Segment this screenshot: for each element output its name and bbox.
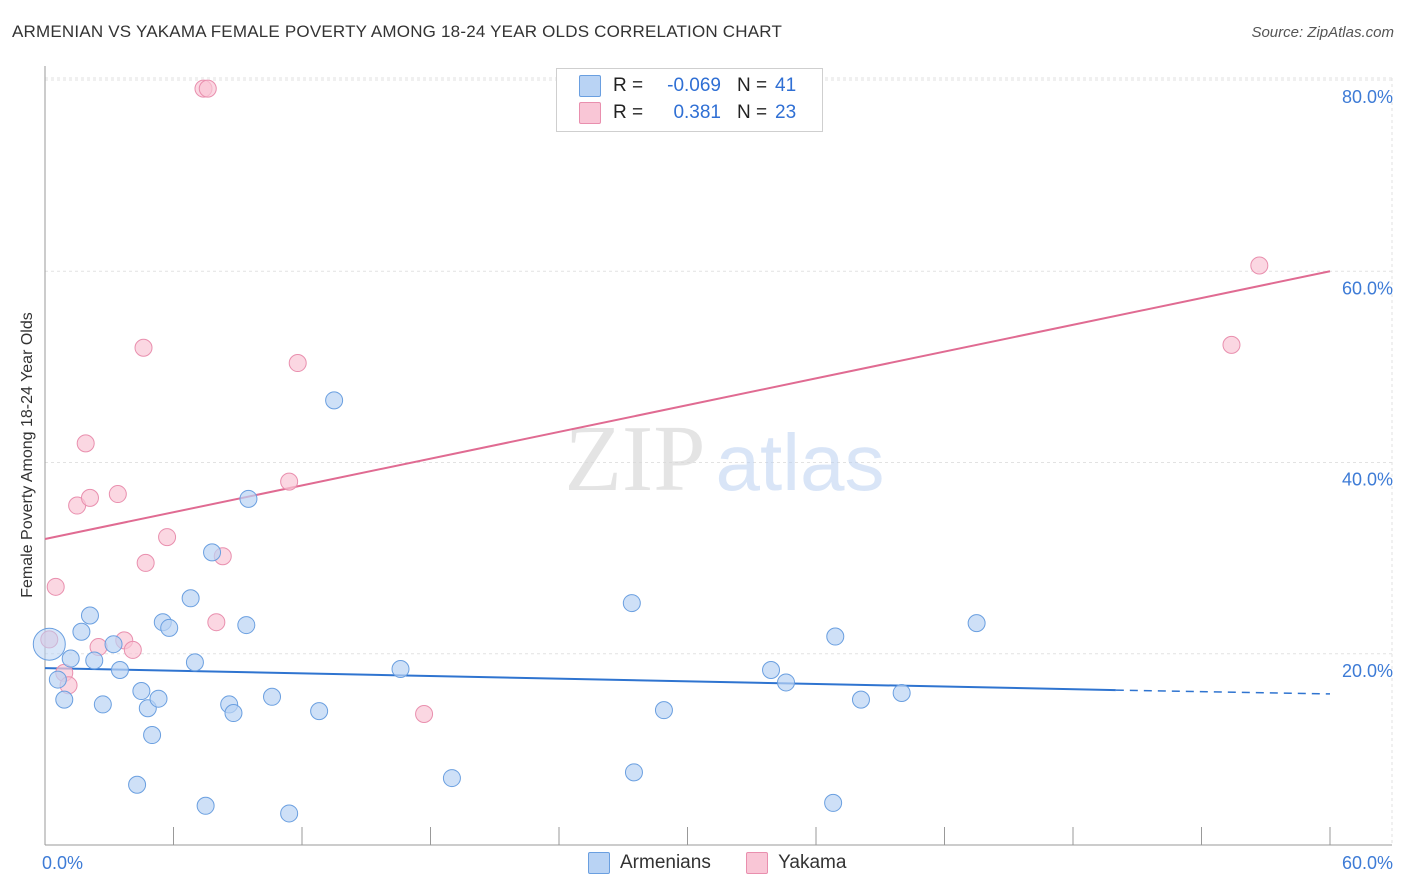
armenians-point xyxy=(826,627,845,646)
yakama-swatch xyxy=(579,102,601,124)
yakama-swatch xyxy=(746,852,769,874)
armenians-point xyxy=(55,690,74,709)
r-label: R = xyxy=(613,102,644,124)
axis-layer xyxy=(44,66,1392,846)
stats-legend: R = -0.069 N = 41 R = 0.381 N = 23 xyxy=(556,68,823,132)
armenians-point xyxy=(967,614,986,633)
armenians-point xyxy=(160,618,179,637)
armenians-point xyxy=(72,622,91,641)
armenians-point xyxy=(181,589,200,608)
armenians-point xyxy=(85,651,104,670)
legend-label: Armenians xyxy=(620,852,711,874)
armenians-point xyxy=(851,690,870,709)
yakama-point xyxy=(280,472,299,491)
yakama-point xyxy=(136,553,155,572)
yakama-point xyxy=(415,704,434,723)
watermark-atlas: atlas xyxy=(716,418,885,507)
armenians-point xyxy=(263,687,282,706)
r-value: -0.069 xyxy=(667,75,721,97)
armenians-point xyxy=(777,673,796,692)
chart-title: ARMENIAN VS YAKAMA FEMALE POVERTY AMONG … xyxy=(12,22,783,41)
yakama-point xyxy=(108,485,127,504)
armenians-point xyxy=(93,695,112,714)
armenians-point xyxy=(239,489,258,508)
data-points xyxy=(32,79,1269,823)
armenians-point xyxy=(132,682,151,701)
yakama-point xyxy=(123,640,142,659)
legend-item-yakama[interactable]: Yakama xyxy=(746,852,846,874)
yakama-point xyxy=(134,338,153,357)
r-label: R = xyxy=(613,75,644,97)
armenians-point xyxy=(280,804,299,823)
legend-row-armenians: R = -0.069 N = 41 xyxy=(579,75,796,99)
yakama-point xyxy=(80,488,99,507)
yakama-point xyxy=(288,354,307,373)
armenians-swatch xyxy=(579,75,601,97)
grid-layer xyxy=(45,77,1393,845)
armenians-point xyxy=(824,793,843,812)
armenians-point xyxy=(892,683,911,702)
armenians-point xyxy=(61,649,80,668)
yakama-point xyxy=(1222,335,1241,354)
armenians-trend-line xyxy=(44,667,1116,692)
y-tick-label: 80.0% xyxy=(1342,87,1393,107)
armenians-point xyxy=(442,769,461,788)
yakama-point xyxy=(198,79,217,98)
legend-item-armenians[interactable]: Armenians xyxy=(588,852,711,874)
yakama-point xyxy=(158,528,177,547)
armenians-point xyxy=(110,661,129,680)
trend-lines xyxy=(44,270,1331,695)
x-tick-label: 60.0% xyxy=(1342,853,1393,873)
n-label: N = xyxy=(737,75,768,97)
tick-labels: 20.0% 40.0% 60.0% 80.0% 0.0% 60.0% xyxy=(42,87,1393,873)
armenians-point xyxy=(325,391,344,410)
armenians-point xyxy=(143,726,162,745)
watermark-zip: ZIP xyxy=(565,407,706,511)
armenians-point xyxy=(196,796,215,815)
yakama-point xyxy=(207,613,226,632)
armenians-point xyxy=(203,543,222,562)
y-tick-label: 60.0% xyxy=(1342,278,1393,298)
armenians-point xyxy=(654,701,673,720)
series-legend: Armenians Yakama xyxy=(588,852,876,878)
armenians-point xyxy=(48,670,67,689)
armenians-point xyxy=(185,653,204,672)
yakama-trend-line xyxy=(44,270,1331,540)
armenians-swatch xyxy=(588,852,610,874)
n-value: 23 xyxy=(775,102,797,124)
legend-label: Yakama xyxy=(778,852,847,874)
armenians-point xyxy=(624,763,643,782)
r-value: 0.381 xyxy=(673,102,721,124)
armenians-point xyxy=(622,594,641,613)
armenians-trend-extension xyxy=(1115,689,1331,695)
y-tick-label: 40.0% xyxy=(1342,470,1393,490)
armenians-point xyxy=(149,689,168,708)
n-label: N = xyxy=(737,102,768,124)
yakama-point xyxy=(1250,256,1269,275)
y-tick-label: 20.0% xyxy=(1342,661,1393,681)
source-label: Source: ZipAtlas.com xyxy=(1251,24,1394,41)
armenians-point xyxy=(32,627,66,661)
armenians-point xyxy=(80,606,99,625)
legend-row-yakama: R = 0.381 N = 23 xyxy=(579,102,796,126)
yakama-point xyxy=(76,434,95,453)
armenians-point xyxy=(224,704,243,723)
yakama-point xyxy=(46,577,65,596)
x-tick-label: 0.0% xyxy=(42,853,83,873)
armenians-point xyxy=(391,660,410,679)
armenians-point xyxy=(128,775,147,794)
watermark: ZIP atlas xyxy=(565,407,885,511)
armenians-point xyxy=(237,616,256,635)
armenians-point xyxy=(762,661,781,680)
n-value: 41 xyxy=(775,75,797,97)
armenians-point xyxy=(104,635,123,654)
armenians-point xyxy=(310,702,329,721)
